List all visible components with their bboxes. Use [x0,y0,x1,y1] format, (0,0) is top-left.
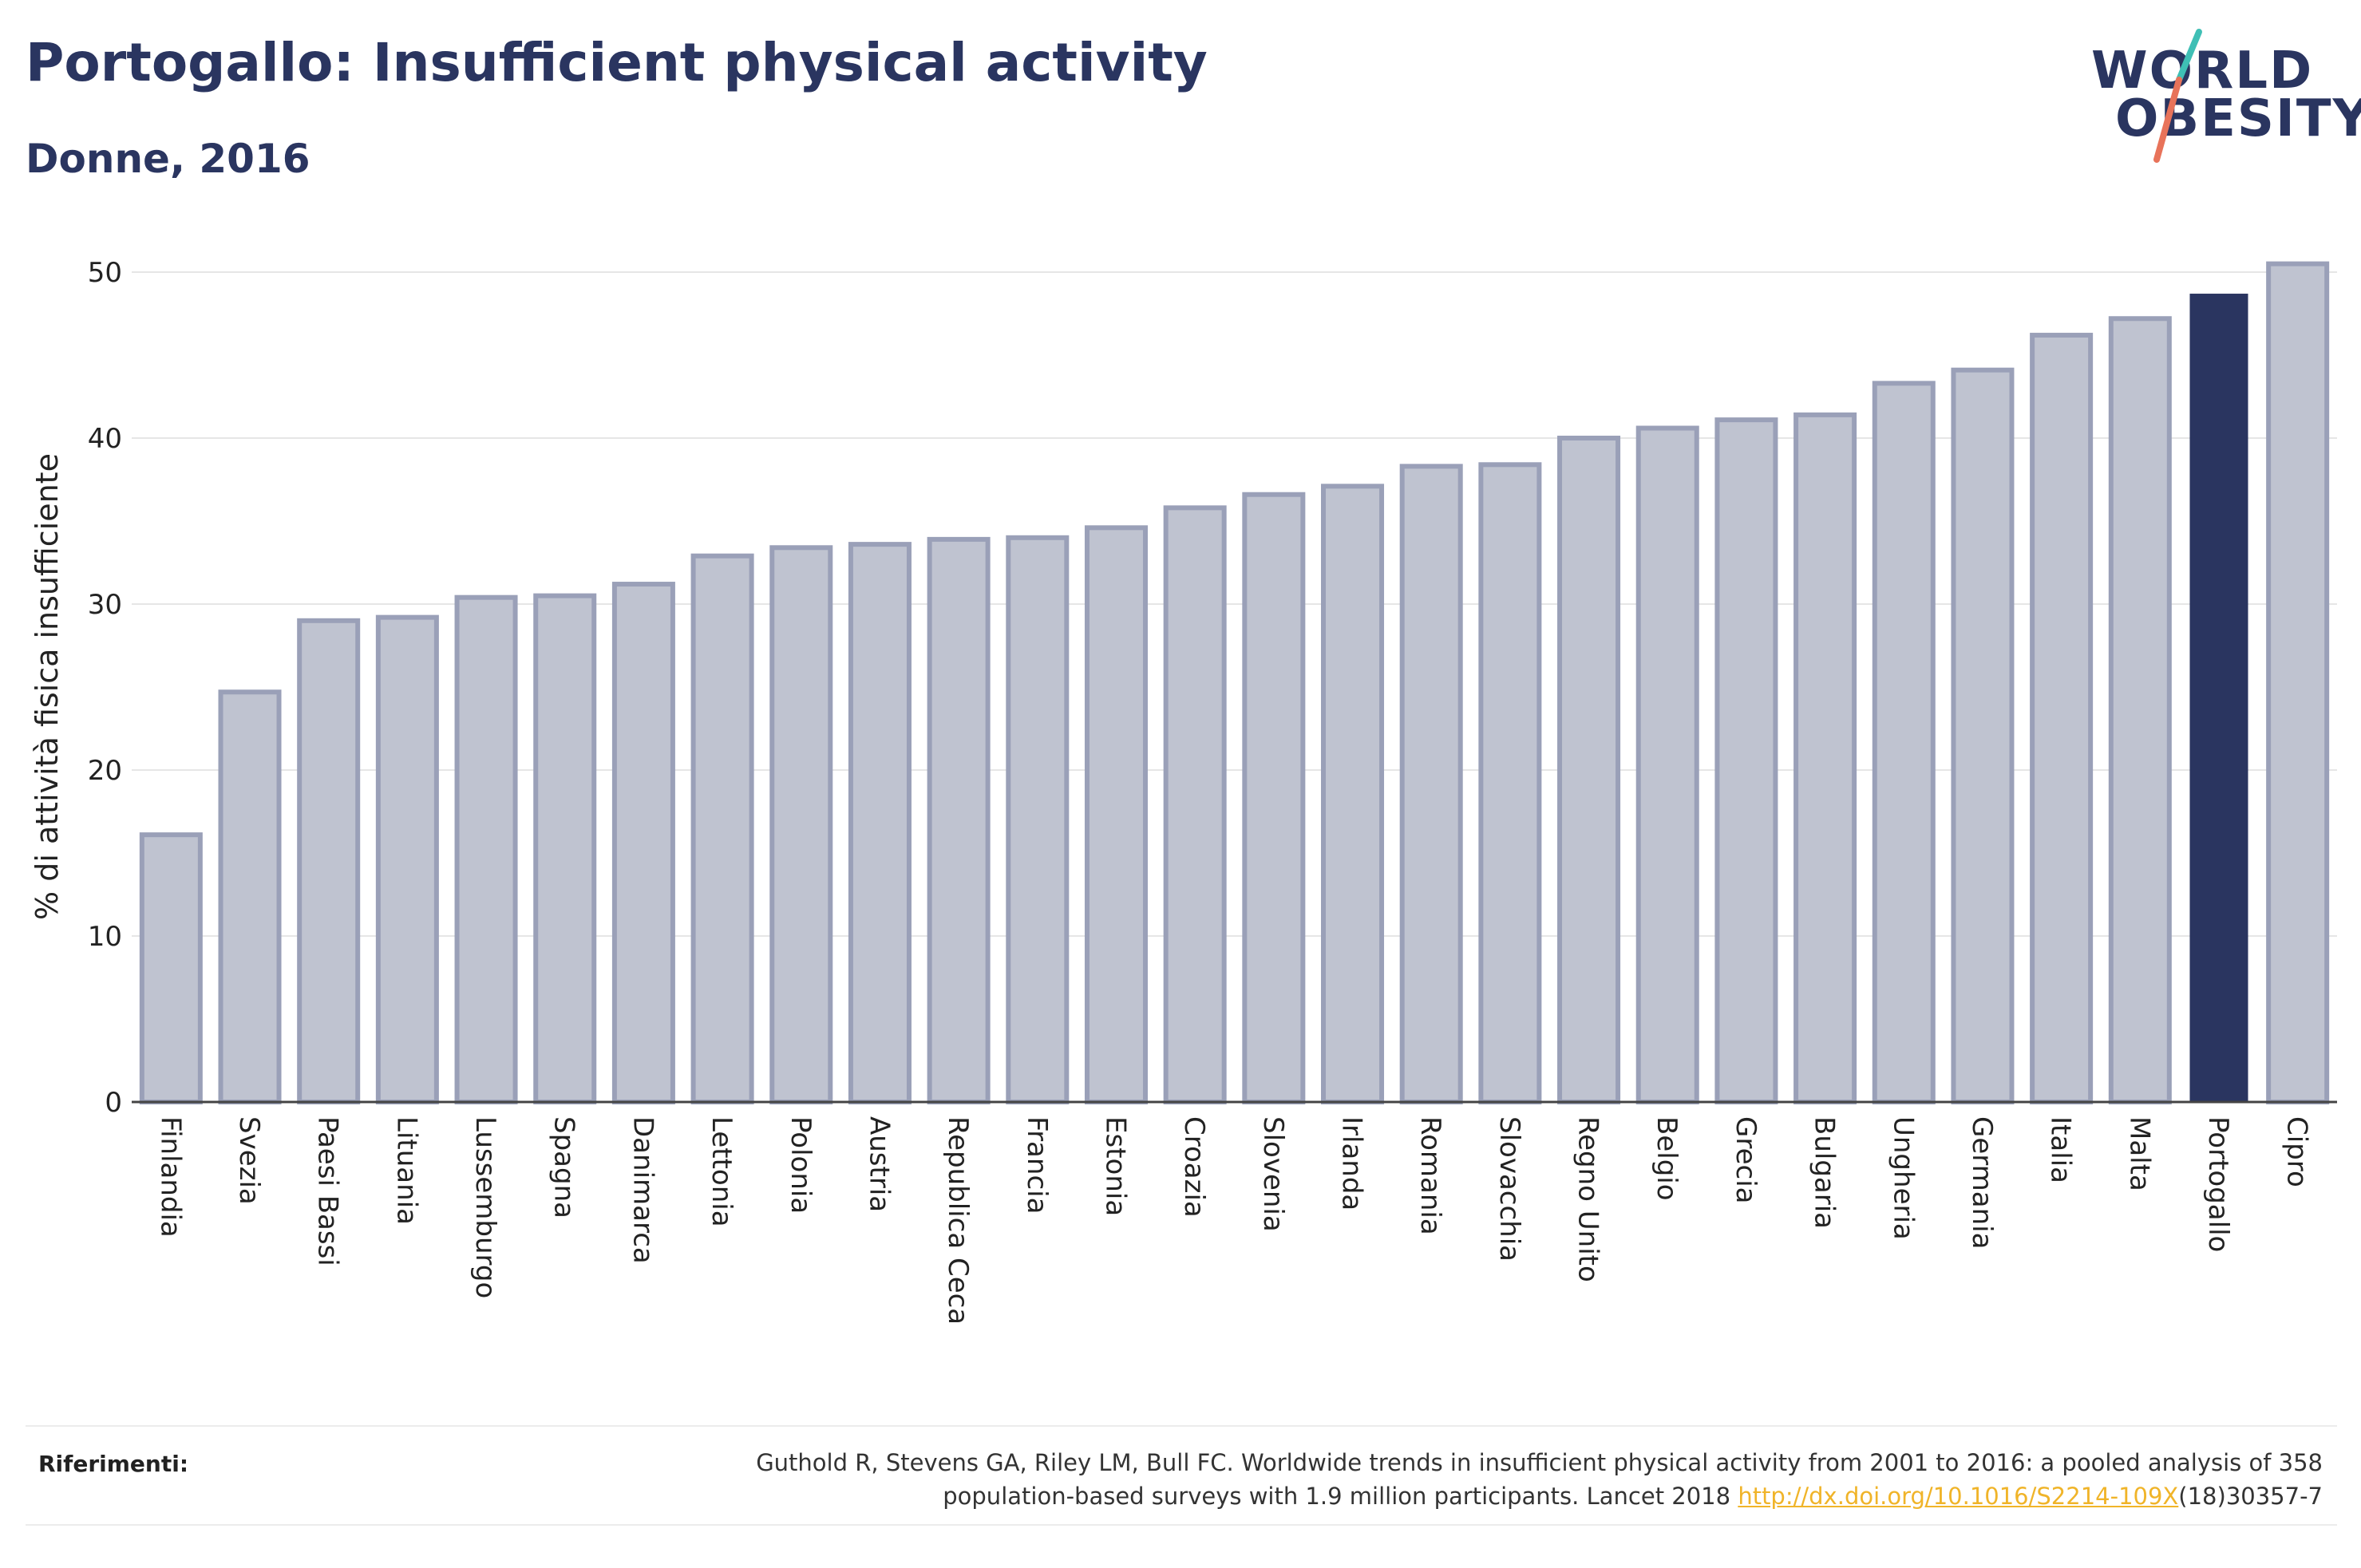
x-tick-label: Paesi Bassi [312,1116,344,1266]
x-tick-label: Danimarca [627,1116,658,1264]
bar-francia [1006,535,1070,1104]
y-tick-label: 20 [88,755,122,787]
y-tick-label: 0 [105,1087,122,1119]
y-tick-label: 30 [88,589,122,621]
chart-title: Portogallo: Insufficient physical activi… [26,32,1208,93]
x-tick-label: Finlandia [154,1116,186,1238]
bar-cipro [2266,261,2330,1105]
references-label: Riferimenti: [38,1451,189,1477]
x-tick-label: Spagna [548,1116,580,1218]
x-tick-label: Lussemburgo [469,1116,501,1298]
y-tick-label: 10 [88,921,122,953]
x-tick-label: Bulgaria [1809,1116,1841,1229]
y-axis-title: % di attività fisica insufficiente [30,453,65,920]
bar-paesi-bassi [297,618,361,1104]
logo-text-world: WORLD [2091,41,2314,101]
bar-spagna [533,593,597,1104]
world-obesity-logo: WORLD OBESITY [2067,24,2361,168]
x-tick-label: Republica Ceca [942,1116,974,1325]
x-tick-label: Slovenia [1257,1116,1289,1232]
bar-croazia [1163,505,1227,1104]
bar-lettonia [690,553,754,1104]
references-divider-bottom [26,1524,2337,1526]
bar-lituania [375,614,439,1104]
references-line2-after: (18)30357-7 [2178,1483,2323,1510]
bar-slovacchia [1478,462,1542,1104]
bar-austria [848,542,912,1104]
x-tick-label: Svezia [233,1116,265,1205]
bar-romania [1399,464,1463,1104]
x-tick-label: Lituania [390,1116,422,1225]
x-tick-label: Regno Unito [1572,1116,1604,1282]
references-doi-link[interactable]: http://dx.doi.org/10.1016/S2214-109X [1738,1483,2179,1510]
x-tick-label: Francia [1021,1116,1053,1214]
x-tick-label: Grecia [1730,1116,1762,1203]
x-tick-label: Romania [1414,1116,1446,1235]
bar-finlandia [139,832,203,1104]
bar-slovenia [1242,492,1306,1104]
bar-lussemburgo [454,594,518,1104]
references-text: Guthold R, Stevens GA, Riley LM, Bull FC… [567,1446,2323,1513]
x-tick-label: Belgio [1651,1116,1683,1201]
x-tick-label: Estonia [1099,1116,1131,1216]
y-tick-label: 50 [88,257,122,289]
bar-belgio [1635,425,1699,1104]
bar-svezia [218,689,282,1104]
bar-germania [1951,367,2015,1105]
bar-italia [2030,333,2094,1105]
x-tick-label: Austria [863,1116,895,1212]
logo-text-obesity: OBESITY [2115,89,2361,148]
chart-subtitle: Donne, 2016 [26,136,310,182]
logo-slash-icon [2153,29,2202,163]
bar-grecia [1714,417,1778,1104]
x-tick-label: Germania [1966,1116,1998,1249]
bar-chart: 0 10 20 30 40 50 % di attività fisica insuffic… [30,257,2337,1325]
x-tick-label: Portogallo [2202,1116,2234,1252]
bar-estonia [1084,525,1148,1104]
references-divider-top [26,1425,2337,1427]
bar-danimarca [611,582,675,1104]
y-tick-label: 40 [88,423,122,455]
x-tick-label: Croazia [1178,1116,1210,1218]
x-tick-label: Lettonia [706,1116,738,1227]
x-tick-label: Polonia [785,1116,817,1214]
x-tick-label: Slovacchia [1493,1116,1525,1262]
x-tick-label: Italia [2045,1116,2077,1183]
x-tick-label: Irlanda [1336,1116,1368,1211]
bar-bulgaria [1793,412,1857,1104]
references-line1: Guthold R, Stevens GA, Riley LM, Bull FC… [756,1449,2323,1476]
x-tick-label: Cipro [2281,1116,2313,1187]
references-line2-before: population-based surveys with 1.9 millio… [943,1483,1738,1510]
bar-portogallo [2189,294,2248,1102]
bar-regno-unito [1557,436,1621,1104]
x-tick-label: Malta [2123,1116,2155,1191]
bar-malta [2108,316,2172,1104]
bar-republica-ceca [927,536,991,1104]
bar-irlanda [1321,484,1385,1104]
bar-polonia [769,545,833,1104]
x-tick-label: Ungheria [1887,1116,1919,1240]
bar-ungheria [1872,381,1936,1104]
